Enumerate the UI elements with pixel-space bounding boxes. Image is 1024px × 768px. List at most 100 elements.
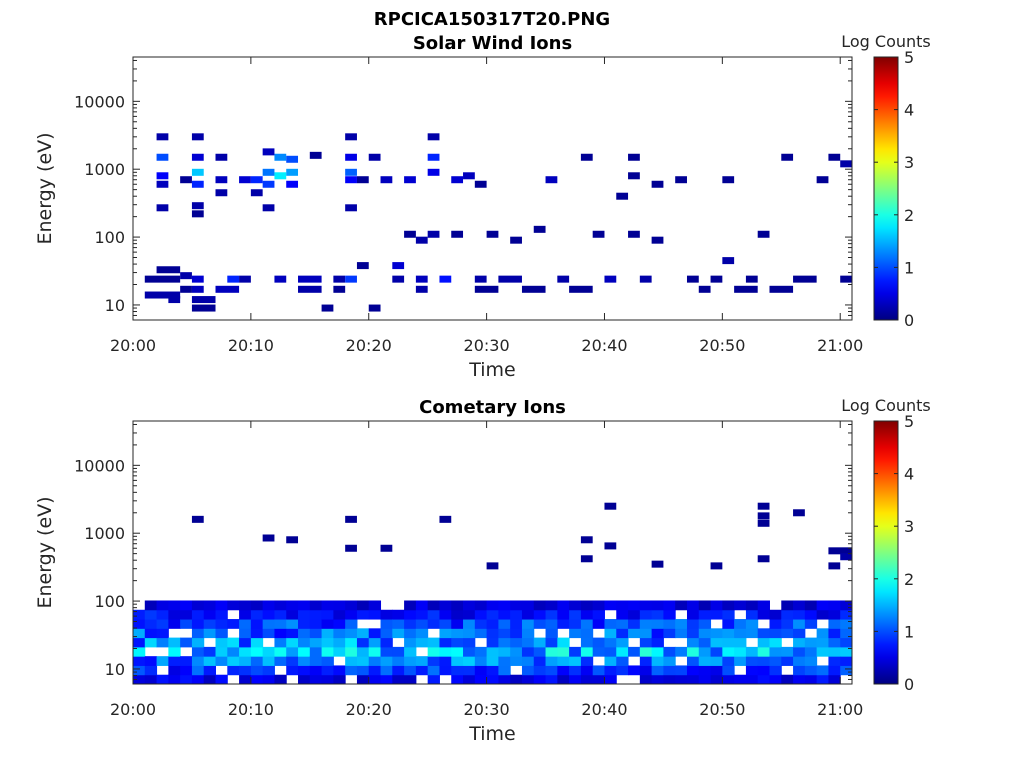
heatmap-cell xyxy=(262,168,275,176)
heatmap-cell xyxy=(793,609,806,620)
heatmap-cell xyxy=(769,646,782,657)
heatmap-cell xyxy=(286,619,299,629)
heatmap-cell xyxy=(545,656,558,666)
x-tick-label: 20:00 xyxy=(110,700,156,719)
heatmap-cell xyxy=(415,275,428,283)
heatmap-cell xyxy=(144,291,181,299)
heatmap-cell xyxy=(156,600,169,611)
heatmap-cell xyxy=(793,509,805,517)
heatmap-cell xyxy=(533,619,547,629)
heatmap-cell xyxy=(250,637,264,648)
heatmap-cell xyxy=(498,609,511,620)
x-tick-label: 21:00 xyxy=(817,336,863,355)
heatmap-cell xyxy=(498,628,511,639)
colorbar-tick-label: 1 xyxy=(904,258,914,277)
heatmap-cell xyxy=(569,665,582,676)
heatmap-cell xyxy=(144,609,158,620)
heatmap-cell xyxy=(298,646,311,657)
heatmap-cell xyxy=(451,665,464,676)
heatmap-cell xyxy=(651,646,664,657)
heatmap-cell xyxy=(486,619,499,629)
heatmap-cell xyxy=(191,600,205,611)
heatmap-cell xyxy=(533,656,547,666)
panel-title: Solar Wind Ions xyxy=(413,33,572,54)
heatmap-cell xyxy=(215,674,228,684)
heatmap-cell xyxy=(180,656,193,666)
heatmap-cell xyxy=(474,609,488,620)
heatmap-cell xyxy=(415,609,429,620)
heatmap-cell xyxy=(368,656,382,666)
heatmap-cell xyxy=(604,502,617,510)
heatmap-cell xyxy=(333,665,346,676)
heatmap-cell xyxy=(828,562,841,570)
heatmap-cell xyxy=(439,515,452,523)
heatmap-cell xyxy=(191,609,205,620)
heatmap-cell xyxy=(309,600,323,611)
heatmap-cell xyxy=(745,646,759,657)
heatmap-cell xyxy=(840,656,852,666)
heatmap-cell xyxy=(345,646,358,657)
heatmap-cell xyxy=(604,619,617,629)
heatmap-cell xyxy=(769,628,782,639)
heatmap-cell xyxy=(486,674,499,684)
heatmap-cell xyxy=(569,600,582,611)
heatmap-cell xyxy=(545,176,558,184)
heatmap-cell xyxy=(404,230,416,238)
heatmap-cell xyxy=(510,628,523,639)
heatmap-cell xyxy=(569,285,593,293)
heatmap-cell xyxy=(156,180,169,188)
heatmap-cell xyxy=(239,176,251,184)
heatmap-cell xyxy=(486,609,499,620)
heatmap-cell xyxy=(262,148,275,156)
heatmap-cell xyxy=(415,600,429,611)
heatmap-cell xyxy=(368,674,382,684)
heatmap-cell xyxy=(521,665,535,676)
heatmap-cell xyxy=(616,192,629,200)
heatmap-cell xyxy=(686,656,700,666)
heatmap-cell xyxy=(757,230,770,238)
heatmap-cell xyxy=(769,619,782,629)
heatmap-cell xyxy=(793,646,806,657)
heatmap-cell xyxy=(451,674,464,684)
heatmap-cell xyxy=(250,600,264,611)
heatmap-cell xyxy=(239,619,252,629)
heatmap-cell xyxy=(592,646,605,657)
heatmap-cell xyxy=(463,665,476,676)
heatmap-cell xyxy=(545,619,558,629)
heatmap-cell xyxy=(262,600,275,611)
heatmap-cell xyxy=(156,204,169,212)
heatmap-cell xyxy=(168,609,181,620)
heatmap-cell xyxy=(392,656,405,666)
heatmap-cell xyxy=(298,656,311,666)
heatmap-cell xyxy=(828,547,852,555)
heatmap-cell xyxy=(474,180,487,188)
heatmap-cell xyxy=(239,628,252,639)
heatmap-cell xyxy=(392,619,405,629)
heatmap-cell xyxy=(203,665,217,676)
heatmap-cell xyxy=(321,609,334,620)
heatmap-cell xyxy=(663,674,676,684)
heatmap-cell xyxy=(592,619,605,629)
heatmap-cell xyxy=(521,600,535,611)
heatmap-cell xyxy=(321,656,334,666)
heatmap-cell xyxy=(133,674,146,684)
heatmap-cell xyxy=(592,665,605,676)
heatmap-cell xyxy=(180,674,193,684)
heatmap-cell xyxy=(722,646,735,657)
heatmap-cell xyxy=(698,665,712,676)
heatmap-cell xyxy=(144,628,158,639)
heatmap-cell xyxy=(686,637,700,648)
heatmap-cell xyxy=(250,609,264,620)
heatmap-cell xyxy=(840,619,852,629)
heatmap-cell xyxy=(356,665,370,676)
heatmap-cell xyxy=(239,646,252,657)
heatmap-cell xyxy=(463,619,476,629)
heatmap-cell xyxy=(663,628,676,639)
heatmap-cell xyxy=(698,646,712,657)
heatmap-cell xyxy=(698,674,712,684)
heatmap-cell xyxy=(521,609,535,620)
x-tick-label: 20:10 xyxy=(228,700,274,719)
heatmap-cells xyxy=(144,133,852,312)
heatmap-cell xyxy=(415,637,429,648)
heatmap-cell xyxy=(380,646,393,657)
